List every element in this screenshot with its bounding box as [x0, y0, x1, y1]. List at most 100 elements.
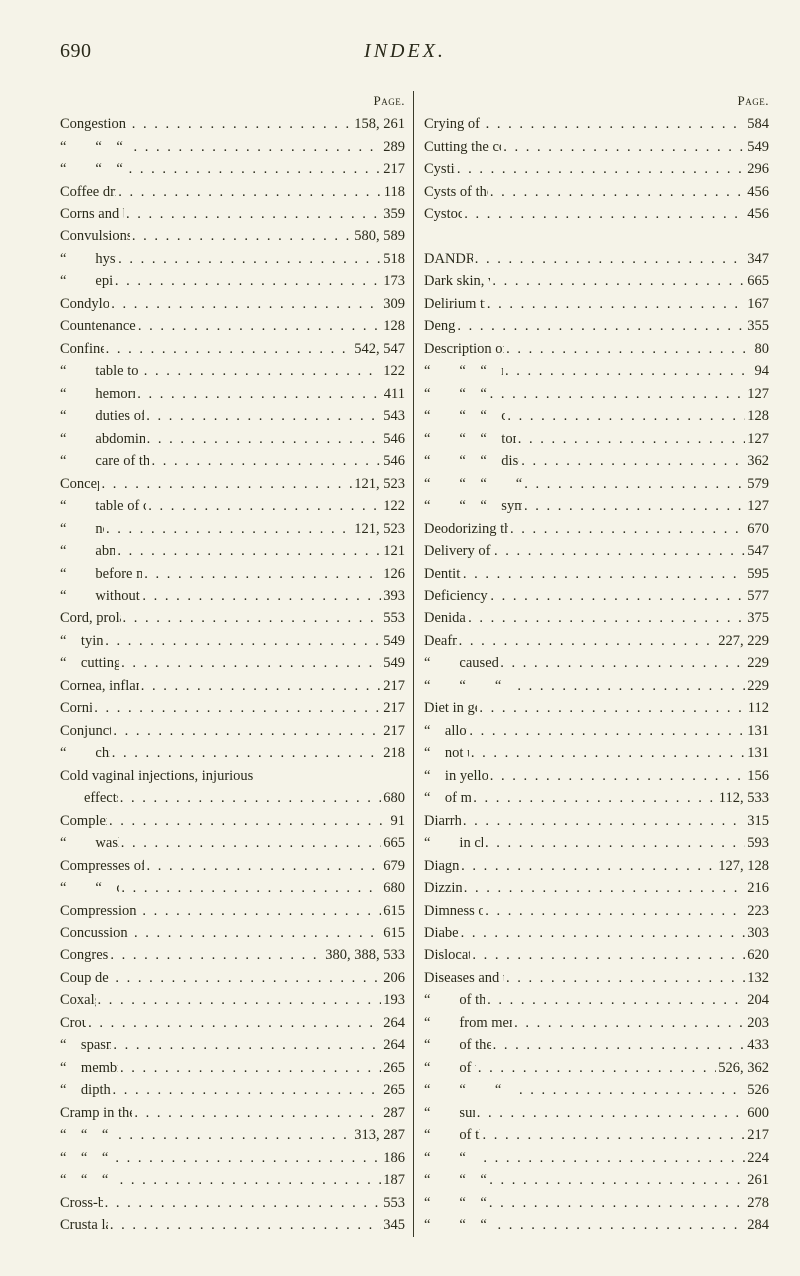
- entry-page: 278: [745, 1192, 769, 1214]
- entry-label: “ “ “ limbs,: [60, 1169, 118, 1191]
- entry-label: “ “ cold “: [60, 877, 119, 899]
- entry-label: “ before menstruation,: [60, 563, 142, 585]
- leader-dots: . . . . . . . . . . . . . . . . . . . . …: [462, 877, 746, 899]
- entry-page: 665: [381, 832, 405, 854]
- leader-dots: . . . . . . . . . . . . . . . . . . . . …: [512, 1012, 745, 1034]
- entry-page: 118: [382, 181, 405, 203]
- index-entry: Convulsions in children, . . . . . . . .…: [60, 225, 405, 247]
- entry-label: Cramp in the stomach,: [60, 1102, 132, 1124]
- leader-dots: . . . . . . . . . . . . . . . . . . . . …: [127, 158, 382, 180]
- leader-dots: . . . . . . . . . . . . . . . . . . . . …: [104, 518, 352, 540]
- index-entry: “ diptheritic, . . . . . . . . . . . . .…: [60, 1079, 405, 1101]
- leader-dots: . . . . . . . . . . . . . . . . . . . . …: [144, 855, 381, 877]
- entry-page: [767, 225, 769, 247]
- entry-page: 518: [381, 248, 405, 270]
- index-entry: “ “ “ “ “ children, . . . . . . . . . . …: [424, 473, 769, 495]
- leader-dots: . . . . . . . . . . . . . . . . . . . . …: [455, 315, 745, 337]
- entry-page: 121: [381, 540, 405, 562]
- entry-label: Conjunctivitis,: [60, 720, 111, 742]
- leader-dots: . . . . . . . . . . . . . . . . . . . . …: [491, 1034, 746, 1056]
- leader-dots: . . . . . . . . . . . . . . . . . . . . …: [504, 967, 745, 989]
- entry-page: 547: [745, 540, 769, 562]
- leader-dots: . . . . . . . . . . . . . . . . . . . . …: [135, 383, 382, 405]
- entry-page: 315: [745, 810, 769, 832]
- entry-label: Deafness,: [424, 630, 457, 652]
- page-label-left: Page.: [60, 91, 405, 111]
- entry-label: “ surgical,: [424, 1102, 475, 1124]
- entry-page: 112: [746, 697, 769, 719]
- index-columns: Page. Congestion of the lungs, . . . . .…: [60, 91, 750, 1237]
- index-entry: Crying of infants, . . . . . . . . . . .…: [424, 113, 769, 135]
- entry-page: 679: [381, 855, 405, 877]
- index-entry: “ “ “ throat troubles, . . . . . . . . .…: [424, 675, 769, 697]
- index-entry: Cystocele, . . . . . . . . . . . . . . .…: [424, 203, 769, 225]
- index-entry: “ “ “ ear, . . . . . . . . . . . . . . .…: [424, 1147, 769, 1169]
- index-entry: effects of, . . . . . . . . . . . . . . …: [60, 787, 405, 809]
- entry-label: “ abnormal,: [60, 540, 115, 562]
- entry-label: Dimness of sight,: [424, 900, 483, 922]
- leader-dots: . . . . . . . . . . . . . . . . . . . . …: [104, 338, 353, 360]
- index-entry: Cross-birth, . . . . . . . . . . . . . .…: [60, 1192, 405, 1214]
- leader-spacer: [253, 765, 403, 787]
- page-header: 690 INDEX. 690: [60, 40, 750, 63]
- index-entry: “ membranous, . . . . . . . . . . . . . …: [60, 1057, 405, 1079]
- entry-label: “ “ “ stomach,: [60, 136, 131, 158]
- leader-dots: . . . . . . . . . . . . . . . . . . . . …: [109, 293, 381, 315]
- index-entry: “ from mental affections, . . . . . . . …: [424, 1012, 769, 1034]
- leader-dots: . . . . . . . . . . . . . . . . . . . . …: [508, 518, 745, 540]
- index-entry: “ abdominal band after, . . . . . . . . …: [60, 428, 405, 450]
- index-entry: “ before menstruation, . . . . . . . . .…: [60, 563, 405, 585]
- leader-dots: . . . . . . . . . . . . . . . . . . . . …: [113, 270, 381, 292]
- entry-label: “ “ “ ear,: [424, 1147, 481, 1169]
- entry-page: 287: [381, 1102, 405, 1124]
- entry-label: “ washes for,: [60, 832, 119, 854]
- entry-label: Diarrhœa,: [424, 810, 461, 832]
- leader-dots: . . . . . . . . . . . . . . . . . . . . …: [119, 652, 381, 674]
- index-entry: Condylomata, . . . . . . . . . . . . . .…: [60, 293, 405, 315]
- entry-page: 167: [745, 293, 769, 315]
- index-entry: Compresses of warm water, . . . . . . . …: [60, 855, 405, 877]
- leader-dots: . . . . . . . . . . . . . . . . . . . . …: [131, 136, 381, 158]
- index-entry: Deodorizing the sick-room, . . . . . . .…: [424, 518, 769, 540]
- entry-page: 553: [381, 1192, 405, 1214]
- entry-label: Cystitis,: [424, 158, 455, 180]
- index-entry: Dislocations, . . . . . . . . . . . . . …: [424, 944, 769, 966]
- entry-page: 264: [381, 1012, 405, 1034]
- index-entry: Cysts of the uterus, . . . . . . . . . .…: [424, 181, 769, 203]
- leader-dots: . . . . . . . . . . . . . . . . . . . . …: [455, 158, 745, 180]
- leader-dots: . . . . . . . . . . . . . . . . . . . . …: [121, 607, 382, 629]
- entry-label: Condylomata,: [60, 293, 109, 315]
- entry-page: 217: [381, 158, 405, 180]
- leader-dots: . . . . . . . . . . . . . . . . . . . . …: [467, 720, 745, 742]
- entry-page: 265: [381, 1079, 405, 1101]
- entry-label: “ “ “ spleen,: [60, 158, 127, 180]
- leader-dots: . . . . . . . . . . . . . . . . . . . . …: [118, 787, 382, 809]
- entry-label: “ epileptic,: [60, 270, 113, 292]
- index-entry: Denidation, . . . . . . . . . . . . . . …: [424, 607, 769, 629]
- index-entry: “ “ “ chest, . . . . . . . . . . . . . .…: [424, 1169, 769, 1191]
- entry-label: “ table of calculation of,: [60, 495, 146, 517]
- right-column: Page. Crying of infants, . . . . . . . .…: [414, 91, 769, 1237]
- entry-page: 584: [745, 113, 769, 135]
- entry-label: Diet in general,: [424, 697, 477, 719]
- index-entry: “ surgical, . . . . . . . . . . . . . . …: [424, 1102, 769, 1124]
- index-entry: “ hemorrhage after, . . . . . . . . . . …: [60, 383, 405, 405]
- leader-dots: . . . . . . . . . . . . . . . . . . . . …: [86, 1012, 381, 1034]
- index-entry: “ in children, . . . . . . . . . . . . .…: [424, 832, 769, 854]
- entry-label: “ “ “ pulse,: [424, 383, 488, 405]
- entry-page: 579: [745, 473, 769, 495]
- index-entry: Description of the bones, . . . . . . . …: [424, 338, 769, 360]
- leader-dots: . . . . . . . . . . . . . . . . . . . . …: [119, 832, 382, 854]
- leader-dots: . . . . . . . . . . . . . . . . . . . . …: [473, 248, 746, 270]
- index-entry: Dimness of sight, . . . . . . . . . . . …: [424, 900, 769, 922]
- entry-label: “ duties of the nurse in,: [60, 405, 144, 427]
- entry-page: 303: [745, 922, 769, 944]
- index-entry: “ caused by fevers, . . . . . . . . . . …: [424, 652, 769, 674]
- entry-label: Description of the bones,: [424, 338, 504, 360]
- entry-label: Cystocele,: [424, 203, 462, 225]
- leader-dots: . . . . . . . . . . . . . . . . . . . . …: [144, 405, 381, 427]
- index-entry: “ “ “ in pregnancy, . . . . . . . . . . …: [424, 1079, 769, 1101]
- entry-page: 375: [745, 607, 769, 629]
- page: 690 INDEX. 690 Page. Congestion of the l…: [0, 0, 800, 1267]
- entry-page: 173: [381, 270, 405, 292]
